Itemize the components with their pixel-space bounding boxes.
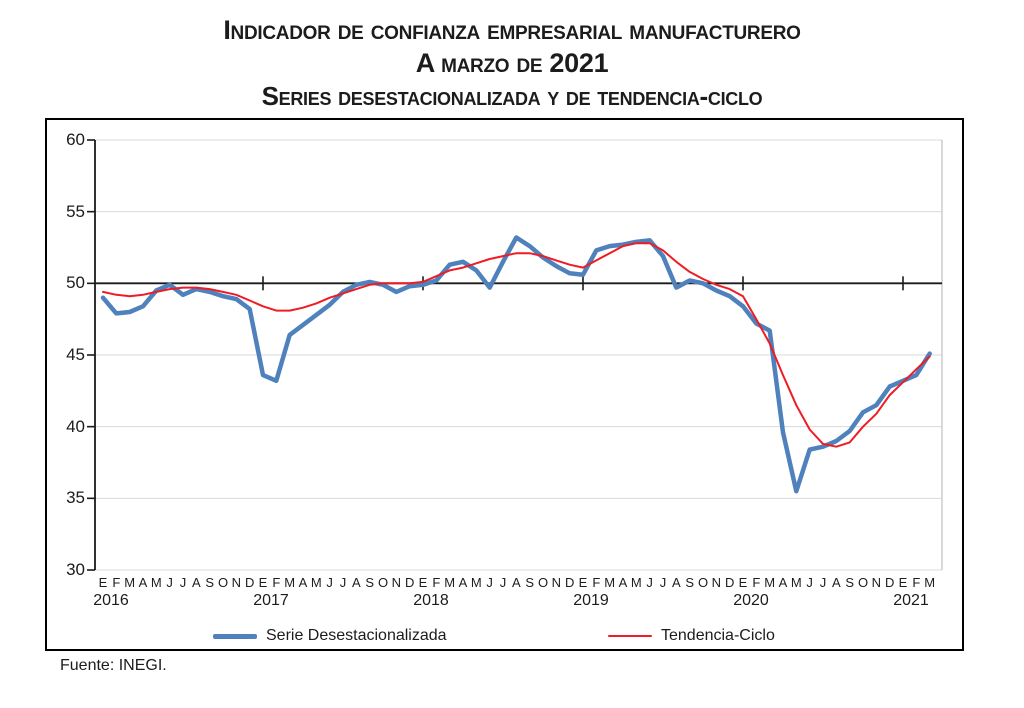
y-tick-label: 40 — [66, 416, 85, 436]
chart-title-block: Indicador de confianza empresarial manuf… — [0, 14, 1024, 113]
month-tick-label: N — [231, 575, 242, 590]
month-tick-label: N — [551, 575, 562, 590]
y-tick-label: 60 — [66, 130, 85, 149]
month-tick-label: A — [191, 575, 201, 590]
month-tick-label: M — [124, 575, 136, 590]
series-line-0 — [100, 235, 932, 494]
month-tick-label: S — [205, 575, 214, 590]
month-tick-label: O — [537, 575, 549, 590]
month-tick-label: F — [752, 575, 761, 590]
month-tick-label: M — [764, 575, 776, 590]
blue-line-swatch — [213, 633, 257, 639]
legend-item-desestacionalizada: Serie Desestacionalizada — [213, 625, 447, 647]
month-tick-label: O — [857, 575, 869, 590]
month-tick-label: S — [365, 575, 374, 590]
month-tick-label: F — [912, 575, 921, 590]
month-tick-label: S — [845, 575, 854, 590]
month-tick-label: E — [418, 575, 428, 590]
month-tick-label: N — [711, 575, 722, 590]
month-tick-label: S — [525, 575, 534, 590]
month-tick-label: D — [404, 575, 415, 590]
month-tick-label: M — [604, 575, 616, 590]
month-tick-label: A — [618, 575, 628, 590]
month-tick-label: F — [272, 575, 281, 590]
month-tick-label: D — [244, 575, 255, 590]
year-tick-label: 2020 — [733, 592, 769, 609]
y-tick-label: 35 — [66, 488, 85, 508]
month-tick-label: A — [831, 575, 841, 590]
y-tick-label: 30 — [66, 560, 85, 579]
month-tick-label: A — [351, 575, 361, 590]
month-tick-label: E — [98, 575, 108, 590]
page-subtitle-date: A marzo de 2021 — [415, 48, 609, 78]
month-tick-label: M — [470, 575, 482, 590]
year-tick-label: 2018 — [413, 592, 449, 609]
y-tick-label: 45 — [66, 345, 85, 364]
month-tick-label: J — [819, 575, 827, 590]
month-tick-label: J — [646, 575, 653, 590]
month-tick-label: M — [284, 575, 296, 590]
month-tick-label: J — [166, 575, 173, 590]
source-note: Fuente: INEGI. — [60, 657, 167, 674]
page-title: Indicador de confianza empresarial manuf… — [223, 15, 801, 45]
year-tick-label: 2021 — [893, 592, 929, 609]
month-tick-label: J — [179, 575, 187, 590]
month-tick-label: D — [884, 575, 895, 590]
month-tick-label: A — [671, 575, 681, 590]
month-tick-label: F — [592, 575, 601, 590]
month-tick-label: S — [685, 575, 694, 590]
month-tick-label: A — [458, 575, 468, 590]
y-tick-label: 50 — [66, 273, 85, 293]
month-tick-label: J — [486, 575, 493, 590]
month-tick-label: O — [377, 575, 389, 590]
month-tick-label: M — [924, 575, 936, 590]
legend-label: Serie Desestacionalizada — [266, 627, 447, 644]
month-tick-label: O — [217, 575, 229, 590]
series-line-1 — [102, 242, 931, 448]
month-tick-label: A — [298, 575, 308, 590]
month-tick-label: E — [898, 575, 908, 590]
year-tick-label: 2016 — [93, 592, 129, 609]
month-tick-label: F — [432, 575, 441, 590]
month-tick-label: D — [564, 575, 575, 590]
month-tick-label: F — [112, 575, 121, 590]
legend-label: Tendencia-Ciclo — [661, 627, 775, 644]
month-tick-label: N — [391, 575, 402, 590]
year-tick-label: 2017 — [253, 592, 289, 609]
month-tick-label: A — [138, 575, 148, 590]
legend-item-tendencia: Tendencia-Ciclo — [608, 625, 775, 647]
month-tick-label: J — [326, 575, 333, 590]
month-tick-label: E — [258, 575, 268, 590]
month-tick-label: A — [511, 575, 521, 590]
month-tick-label: A — [778, 575, 788, 590]
month-tick-label: J — [499, 575, 507, 590]
month-tick-label: J — [659, 575, 667, 590]
month-tick-label: M — [150, 575, 162, 590]
month-tick-label: O — [697, 575, 709, 590]
month-tick-label: M — [444, 575, 456, 590]
month-tick-label: D — [724, 575, 735, 590]
month-tick-label: E — [578, 575, 588, 590]
page-subtitle-series: Series desestacionalizada y de tendencia… — [261, 81, 763, 111]
red-line-swatch — [608, 634, 652, 638]
year-tick-label: 2019 — [573, 592, 609, 609]
y-tick-label: 55 — [66, 201, 85, 221]
chart-frame — [45, 118, 964, 651]
month-tick-label: E — [738, 575, 748, 590]
month-tick-label: J — [806, 575, 813, 590]
month-tick-label: M — [310, 575, 322, 590]
month-tick-label: M — [630, 575, 642, 590]
month-tick-label: N — [871, 575, 882, 590]
month-tick-label: J — [339, 575, 347, 590]
month-tick-label: M — [790, 575, 802, 590]
